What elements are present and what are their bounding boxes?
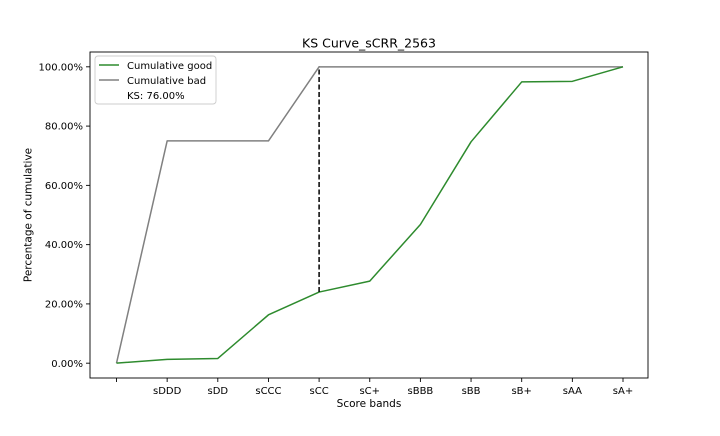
- legend: Cumulative good Cumulative bad KS: 76.00…: [94, 55, 217, 105]
- x-tick-label: sBB: [462, 386, 481, 397]
- x-tick-label: sAA: [563, 386, 582, 397]
- x-tick-label: sDD: [207, 386, 228, 397]
- y-tick-label: 80.00%: [45, 122, 83, 133]
- x-tick-label: sCCC: [255, 386, 281, 397]
- legend-label-cumulative-good: Cumulative good: [127, 61, 212, 72]
- x-tick-label: sCC: [310, 386, 329, 397]
- y-tick-label: 0.00%: [51, 359, 83, 370]
- x-tick-label: sC+: [359, 386, 380, 397]
- legend-label-ks: KS: 76.00%: [127, 91, 185, 102]
- y-axis: 0.00% 20.00% 40.00% 60.00% 80.00% 100.00%: [39, 62, 90, 370]
- x-tick-label: sB+: [511, 386, 531, 397]
- series-line-cumulative-good: [116, 66, 624, 364]
- chart-title: KS Curve_sCRR_2563: [302, 36, 436, 51]
- y-tick-label: 60.00%: [45, 181, 83, 192]
- plot-area: [89, 51, 649, 379]
- y-tick-label: 20.00%: [45, 300, 83, 311]
- x-tick-label: sDDD: [153, 386, 182, 397]
- y-tick-label: 40.00%: [45, 240, 83, 251]
- legend-label-cumulative-bad: Cumulative bad: [127, 76, 206, 87]
- series-line-cumulative-bad: [115, 66, 623, 364]
- x-tick-label: sA+: [613, 386, 633, 397]
- x-axis: sDDD sDD sCCC sCC sC+ sBBB sBB sB+ sAA sA+: [116, 378, 633, 397]
- x-tick-label: sBBB: [408, 386, 434, 397]
- x-axis-label: Score bands: [337, 398, 402, 410]
- y-axis-label: Percentage of cumulative: [23, 148, 35, 282]
- series-layer: [115, 66, 624, 364]
- plot-frame: [89, 51, 649, 379]
- legend-frame: [94, 55, 217, 105]
- y-tick-label: 100.00%: [39, 62, 84, 73]
